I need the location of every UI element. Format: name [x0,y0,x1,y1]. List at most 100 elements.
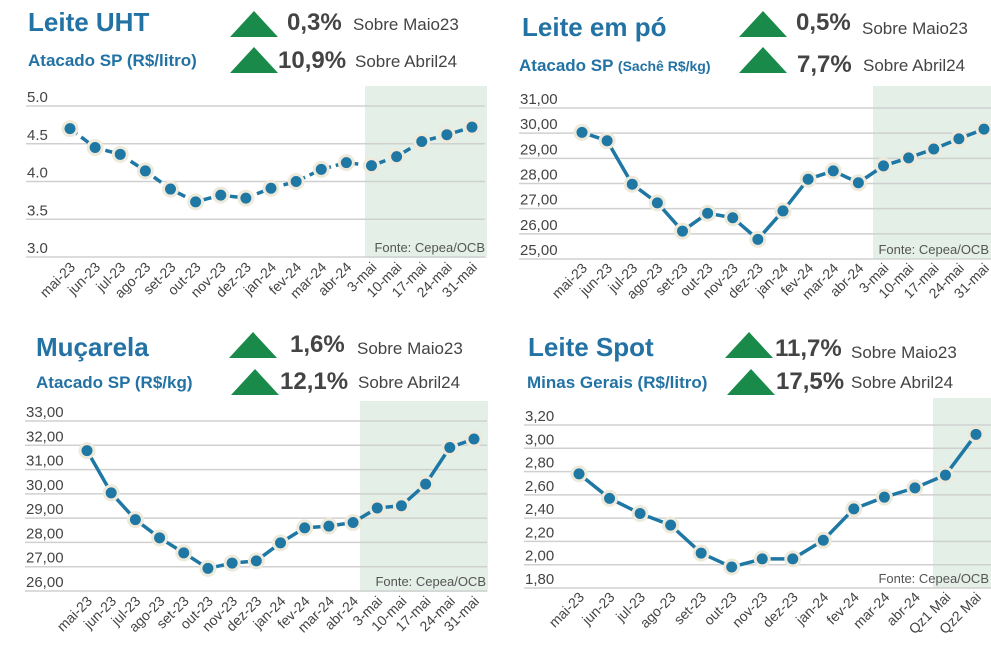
data-point-mar-24 [824,162,842,180]
change-label: Sobre Maio23 [353,15,459,34]
y-tick-label: 4.0 [27,165,48,182]
y-tick-label: 30,00 [520,116,558,133]
data-point-set-23 [692,544,710,562]
data-point-mai-23 [570,465,588,483]
data-point-ago-23 [662,516,680,534]
data-point-3-mai [363,157,380,175]
data-point-set-23 [162,180,179,198]
data-point-3-mai [368,499,386,517]
data-point-fev-24 [845,500,863,518]
triangle-up-icon [727,369,775,395]
subtitle-unit: (Sachê R$/kg) [617,58,711,74]
x-tick-label: dez-23 [759,589,801,631]
data-point-nov-23 [724,209,742,227]
data-point-dez-23 [749,230,767,248]
data-point-fev-24 [287,173,305,190]
source-label: Fonte: Cepea/OCB [878,571,989,586]
series-line [577,433,978,569]
data-point-set-23 [674,222,691,240]
highlight-region [365,86,487,258]
chart-1: 31,00 30,00 29,00 28,00 27,00 26,00 25,00 Fonte… [519,86,991,302]
y-tick-label: 2,60 [525,478,554,495]
data-point-fev-24 [296,519,314,537]
source-label: Fonte: Cepea/OCB [375,574,486,589]
subtitle-main: Atacado SP [519,56,614,75]
y-tick-label: 2,00 [525,548,554,565]
data-point-dez-23 [784,550,802,568]
panel-subtitle: Atacado SP (Sachê R$/kg) [519,56,711,76]
data-point-3-mai [875,157,892,175]
data-point-mai-23 [573,123,591,141]
data-point-set-23 [175,544,193,562]
data-point-jun-23 [86,139,104,157]
change-vs-may23: 1,6% [290,331,345,358]
data-point-dez-23 [237,189,255,207]
change-vs-apr24: 12,1% [280,368,349,395]
data-point-abr-24 [344,514,362,532]
data-point-24-mai [441,438,459,456]
data-point-ago-23 [136,162,154,180]
data-point-17-mai [417,475,435,493]
source-label: Fonte: Cepea/OCB [878,242,989,257]
data-point-nov-23 [212,186,230,204]
panel-title: Leite em pó [522,12,667,42]
data-point-17-mai [413,132,431,150]
panel-subtitle: Minas Gerais (R$/litro) [527,373,708,392]
data-point-24-mai [438,126,456,144]
change-label: Sobre Maio23 [851,343,957,362]
data-point-10-mai [388,148,406,166]
data-point-Qz1 Mai [936,466,954,484]
data-point-nov-23 [223,554,241,572]
change-vs-may23: 0,3% [287,9,342,36]
data-point-mai-23 [61,120,79,138]
panel-title: Muçarela [36,332,149,362]
x-tick-label: jun-23 [578,589,618,629]
chart-2: 33,00 32,00 31,00 30,00 29,00 28,00 27,00 26,00… [25,401,488,635]
y-tick-label: 2,20 [525,524,554,541]
y-tick-label: 27,00 [520,192,558,209]
y-tick-label: 29,00 [26,501,64,518]
data-point-jan-24 [262,179,280,197]
data-point-out-23 [723,558,741,576]
y-tick-label: 3,00 [525,431,554,448]
x-tick-label: set-23 [670,589,709,628]
data-point-mar-24 [875,488,893,506]
change-vs-may23: 0,5% [796,9,851,36]
data-point-mai-23 [78,442,96,460]
data-point-jan-24 [272,534,289,552]
y-tick-label: 4.5 [27,127,48,144]
panel-subtitle: Atacado SP (R$/kg) [36,373,193,392]
change-label: Sobre Abril24 [851,373,954,392]
data-point-mar-24 [312,160,330,178]
change-label: Sobre Abril24 [358,373,461,392]
x-tick-label: mai-23 [546,589,588,631]
data-point-ago-23 [648,194,666,212]
y-tick-label: 33,00 [26,404,64,421]
data-point-24-mai [950,130,968,148]
y-tick-label: 31,00 [520,91,558,108]
change-label: Sobre Abril24 [355,52,458,71]
chart-0: 5.04.54.03.53.0 Fonte: Cepea/OCBmai-23jun… [26,86,487,301]
data-point-abr-24 [906,479,924,497]
change-vs-apr24: 7,7% [797,51,852,78]
y-tick-label: 5.0 [27,89,48,106]
panel-subtitle: Atacado SP (R$/litro) [28,51,197,70]
data-point-jul-23 [126,511,144,529]
panel-title: Leite UHT [28,7,150,37]
highlight-region [360,401,488,592]
highlight-region [873,86,991,259]
change-vs-apr24: 10,9% [278,47,347,74]
data-point-10-mai [392,497,410,515]
change-label: Sobre Maio23 [357,339,463,358]
y-tick-label: 29,00 [520,141,558,158]
change-label: Sobre Maio23 [862,19,968,38]
data-point-31-mai [975,120,991,138]
y-tick-label: 28,00 [26,525,64,542]
y-tick-label: 2,40 [525,501,554,518]
y-tick-label: 28,00 [520,167,558,184]
data-point-mar-24 [320,517,338,535]
data-point-10-mai [900,149,918,167]
y-tick-label: 3.5 [27,202,48,219]
y-tick-label: 31,00 [26,453,64,470]
